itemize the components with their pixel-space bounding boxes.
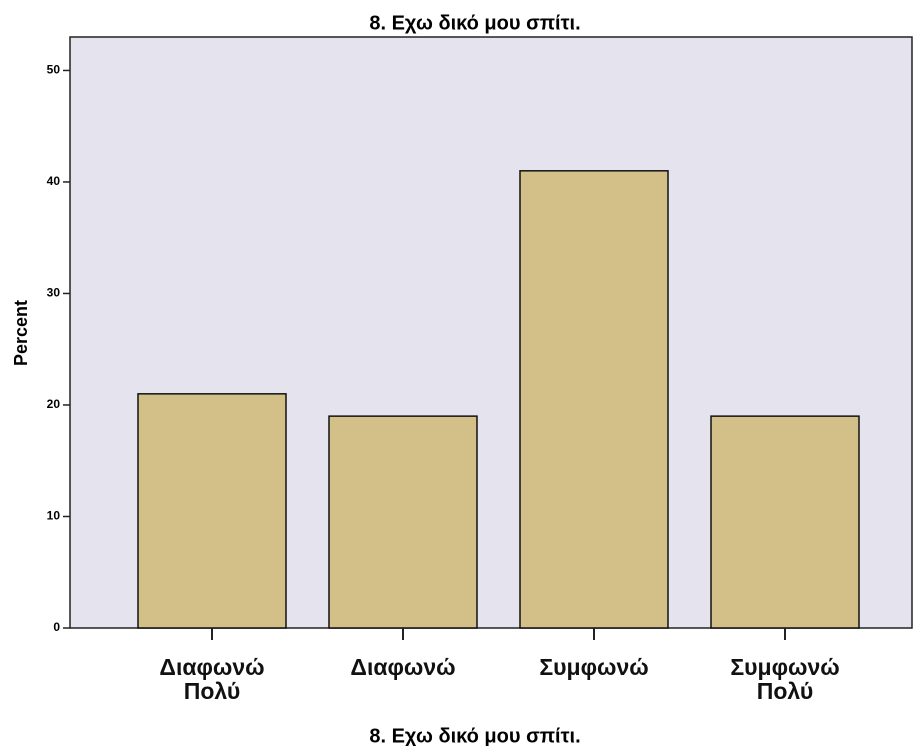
bar — [137, 393, 287, 629]
y-tick-label: 0 — [53, 620, 60, 634]
y-tick-label: 10 — [47, 509, 61, 523]
x-tick-label: Διαφωνώ — [350, 654, 456, 680]
x-tick-label: Διαφωνώ Πολύ — [159, 654, 265, 704]
x-tick-label: Συμφωνώ Πολύ — [730, 654, 840, 704]
x-tick-label: Συμφωνώ — [539, 654, 649, 680]
y-tick-label: 20 — [47, 397, 61, 411]
y-tick-label: 30 — [47, 286, 61, 300]
y-axis-label: Percent — [11, 300, 31, 366]
bar — [328, 415, 478, 629]
x-axis-label: 8. Εχω δικό μου σπίτι. — [369, 725, 580, 746]
y-tick-label: 50 — [47, 63, 61, 77]
bar — [710, 415, 860, 629]
chart-title: 8. Εχω δικό μου σπίτι. — [369, 12, 580, 34]
y-tick-label: 40 — [47, 174, 61, 188]
bar — [519, 170, 669, 629]
